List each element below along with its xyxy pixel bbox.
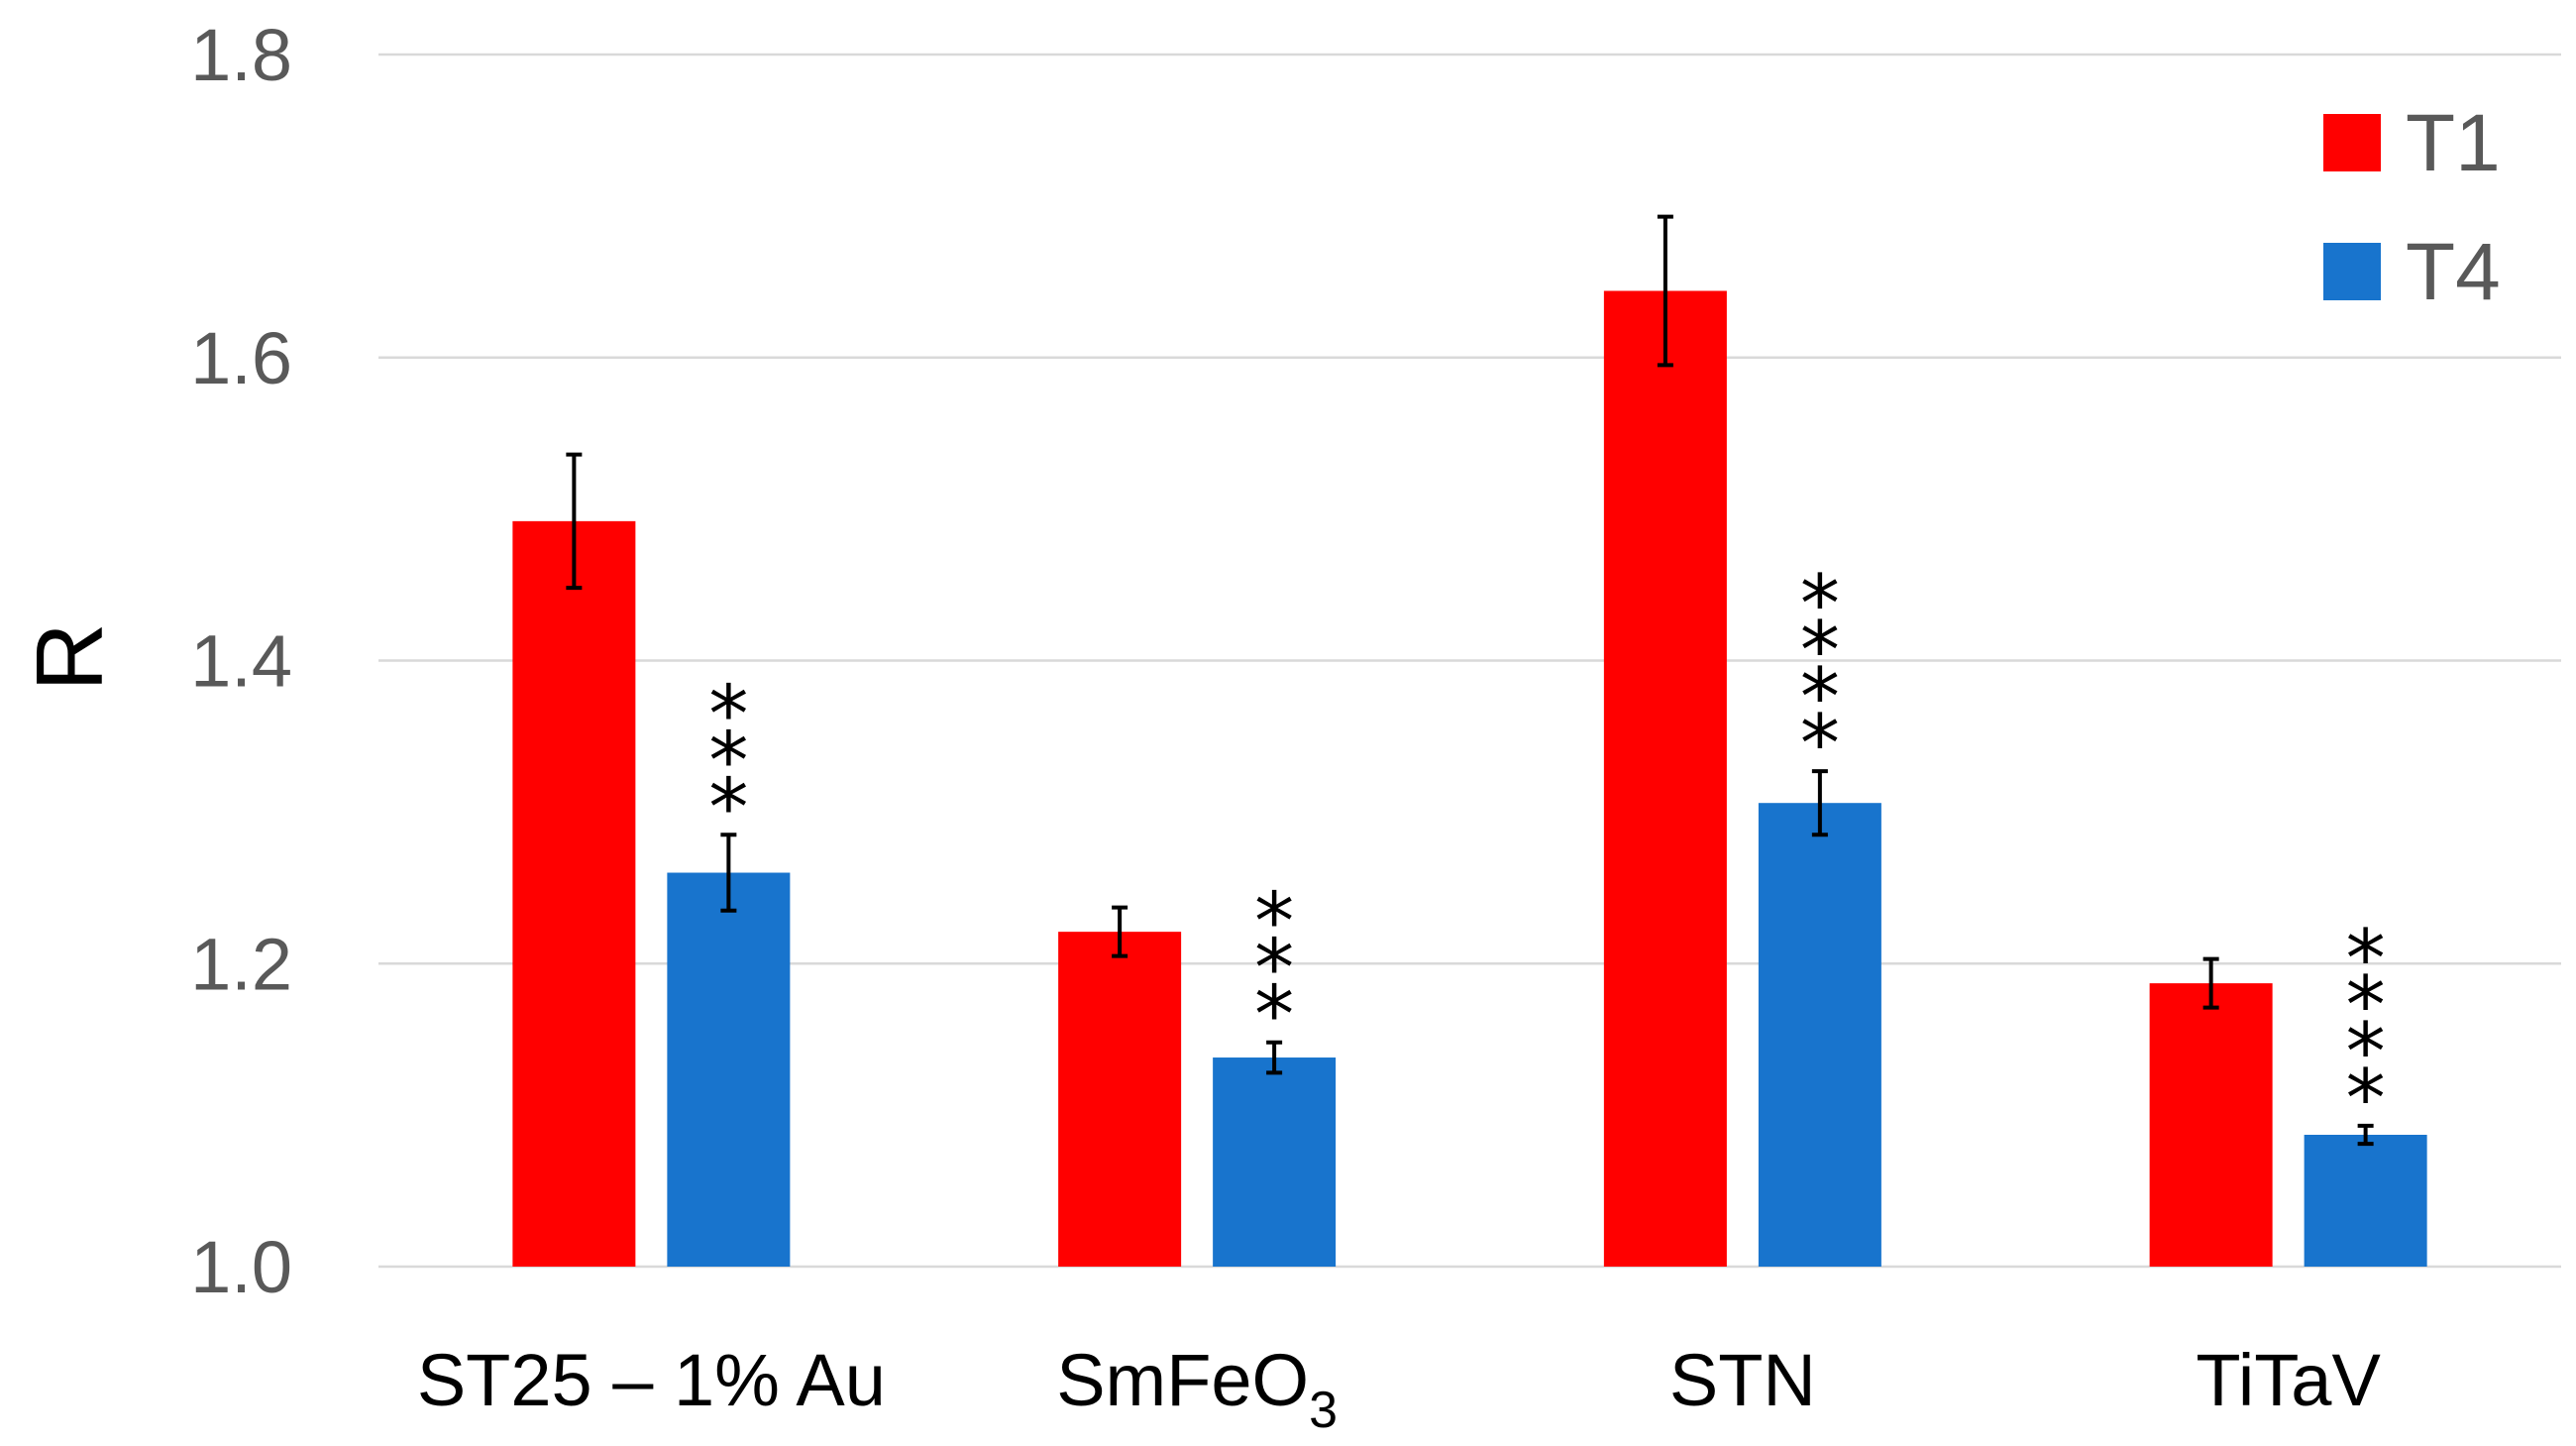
x-category-label: ST25 – 1% Au (417, 1339, 886, 1421)
significance-star: * (2346, 1053, 2386, 1145)
bar-t1 (2149, 983, 2273, 1267)
legend-item-t1: T1 (2323, 98, 2501, 188)
y-tick-label: 1.4 (190, 620, 292, 703)
significance-marks: ************** (708, 558, 2385, 1145)
error-bar (566, 452, 583, 591)
error-bar (1112, 905, 1128, 958)
bars (512, 290, 2427, 1267)
x-category-label: TiTaV (2196, 1339, 2381, 1421)
y-axis-ticks: 1.0 1.2 1.4 1.6 1.8 (190, 14, 292, 1308)
bar-t4 (1213, 1057, 1337, 1267)
bar-t1 (1603, 290, 1727, 1267)
x-axis-category-labels: ST25 – 1% Au SmFeO3 STN TiTaV (417, 1339, 2382, 1439)
bar-t1 (1058, 932, 1182, 1267)
error-bars (566, 214, 2374, 1147)
y-axis-label: R (17, 622, 123, 691)
significance-star: * (708, 761, 748, 853)
x-category-label-subscript: 3 (1309, 1382, 1338, 1439)
y-tick-label: 1.8 (190, 14, 292, 96)
x-category-label-text: TiTaV (2196, 1339, 2381, 1421)
legend-swatch (2323, 243, 2381, 300)
x-category-label-text: ST25 – 1% Au (417, 1339, 886, 1421)
significance-star: * (2346, 959, 2386, 1052)
significance-star: * (1254, 923, 1294, 1015)
significance-mark: **** (1800, 558, 1840, 790)
error-bar (2357, 1123, 2374, 1147)
error-bar (1266, 1040, 1283, 1075)
significance-mark: **** (2346, 913, 2386, 1145)
significance-star: * (1800, 698, 1840, 790)
significance-mark: *** (708, 668, 748, 853)
bar-t4 (1758, 803, 1881, 1267)
legend-label: T4 (2406, 227, 2501, 317)
y-tick-label: 1.2 (190, 923, 292, 1005)
legend-item-t4: T4 (2323, 227, 2501, 317)
bar-t4 (2304, 1134, 2427, 1267)
bar-t4 (667, 872, 791, 1267)
y-tick-label: 1.0 (190, 1226, 292, 1308)
legend-swatch (2323, 114, 2381, 171)
significance-star: * (708, 668, 748, 760)
significance-star: * (1800, 605, 1840, 697)
x-category-label: STN (1669, 1339, 1816, 1421)
significance-star: * (708, 715, 748, 807)
x-category-label: SmFeO3 (1056, 1339, 1338, 1439)
x-category-label-text: SmFeO (1056, 1339, 1309, 1421)
significance-mark: *** (1254, 876, 1294, 1061)
error-bar (1657, 214, 1673, 368)
error-bar (2202, 956, 2219, 1010)
significance-star: * (1254, 876, 1294, 968)
x-category-label-text: STN (1669, 1339, 1816, 1421)
significance-star: * (2346, 913, 2386, 1005)
significance-star: * (2346, 1006, 2386, 1098)
significance-star: * (1254, 969, 1294, 1061)
significance-star: * (1800, 558, 1840, 650)
legend-label: T1 (2406, 98, 2501, 188)
bar-t1 (512, 520, 636, 1267)
y-tick-label: 1.6 (190, 317, 292, 399)
error-bar (720, 833, 737, 913)
significance-star: * (1800, 651, 1840, 743)
error-bar (1811, 769, 1828, 837)
